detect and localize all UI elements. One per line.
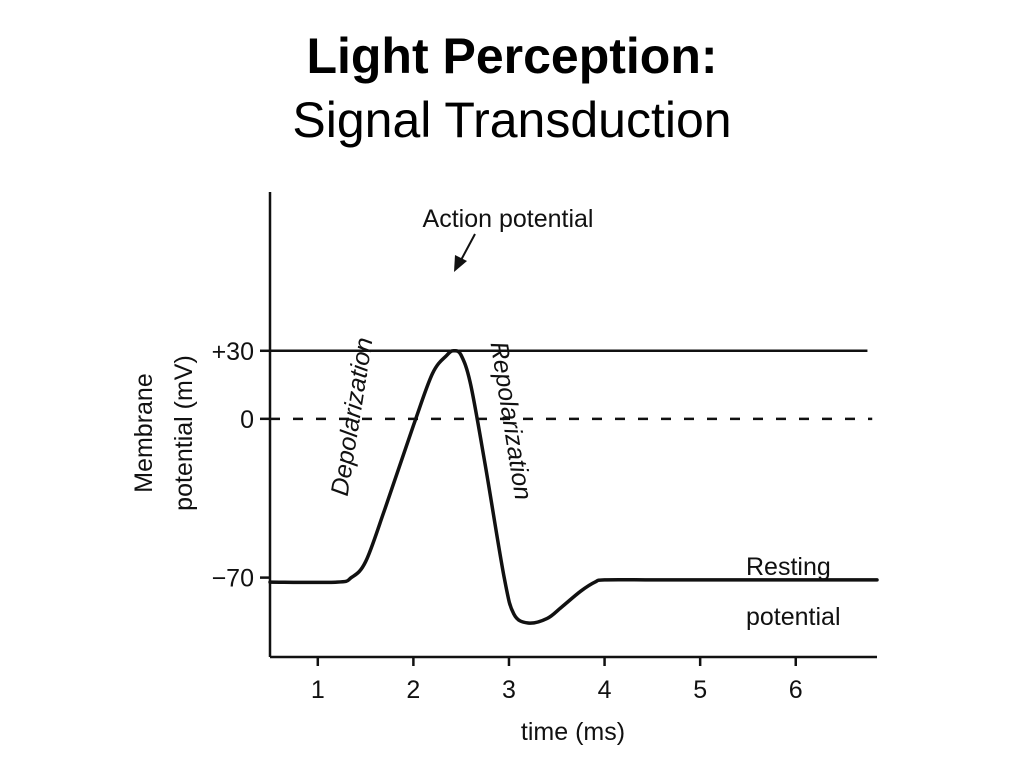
resting-annotation-line1: Resting — [746, 553, 831, 581]
x-axis-label: time (ms) — [521, 718, 625, 746]
y-axis-label-line2: potential (mV) — [170, 355, 198, 511]
slide-title: Light Perception: Signal Transduction — [0, 24, 1024, 152]
depolarization-annotation: Depolarization — [326, 336, 379, 498]
y-axis-label-line1: Membrane — [130, 373, 158, 493]
x-tick-label: 5 — [693, 676, 707, 704]
action-potential-curve — [268, 348, 879, 625]
y-axis-label: Membrane potential (mV) — [130, 355, 198, 511]
action-potential-annotation: Action potential — [423, 205, 594, 233]
x-tick-label: 3 — [502, 676, 516, 704]
x-ticks: 1 2 3 4 5 6 — [311, 657, 803, 704]
reference-lines — [270, 349, 873, 421]
x-tick-label: 2 — [406, 676, 420, 704]
x-tick-label: 6 — [789, 676, 803, 704]
y-ticks: +30 0 −70 — [212, 338, 270, 593]
repolarization-annotation: Repolarization — [485, 340, 538, 502]
page-subtitle: Signal Transduction — [292, 92, 732, 148]
action-potential-arrow — [454, 233, 476, 272]
x-tick-label: 1 — [311, 676, 325, 704]
page-title: Light Perception: — [306, 28, 718, 84]
resting-annotation-line2: potential — [746, 603, 841, 631]
x-tick-label: 4 — [598, 676, 612, 704]
y-tick-label: −70 — [212, 565, 254, 593]
chart-axes — [268, 192, 877, 659]
y-tick-label: 0 — [240, 406, 254, 434]
y-tick-label: +30 — [212, 338, 254, 366]
